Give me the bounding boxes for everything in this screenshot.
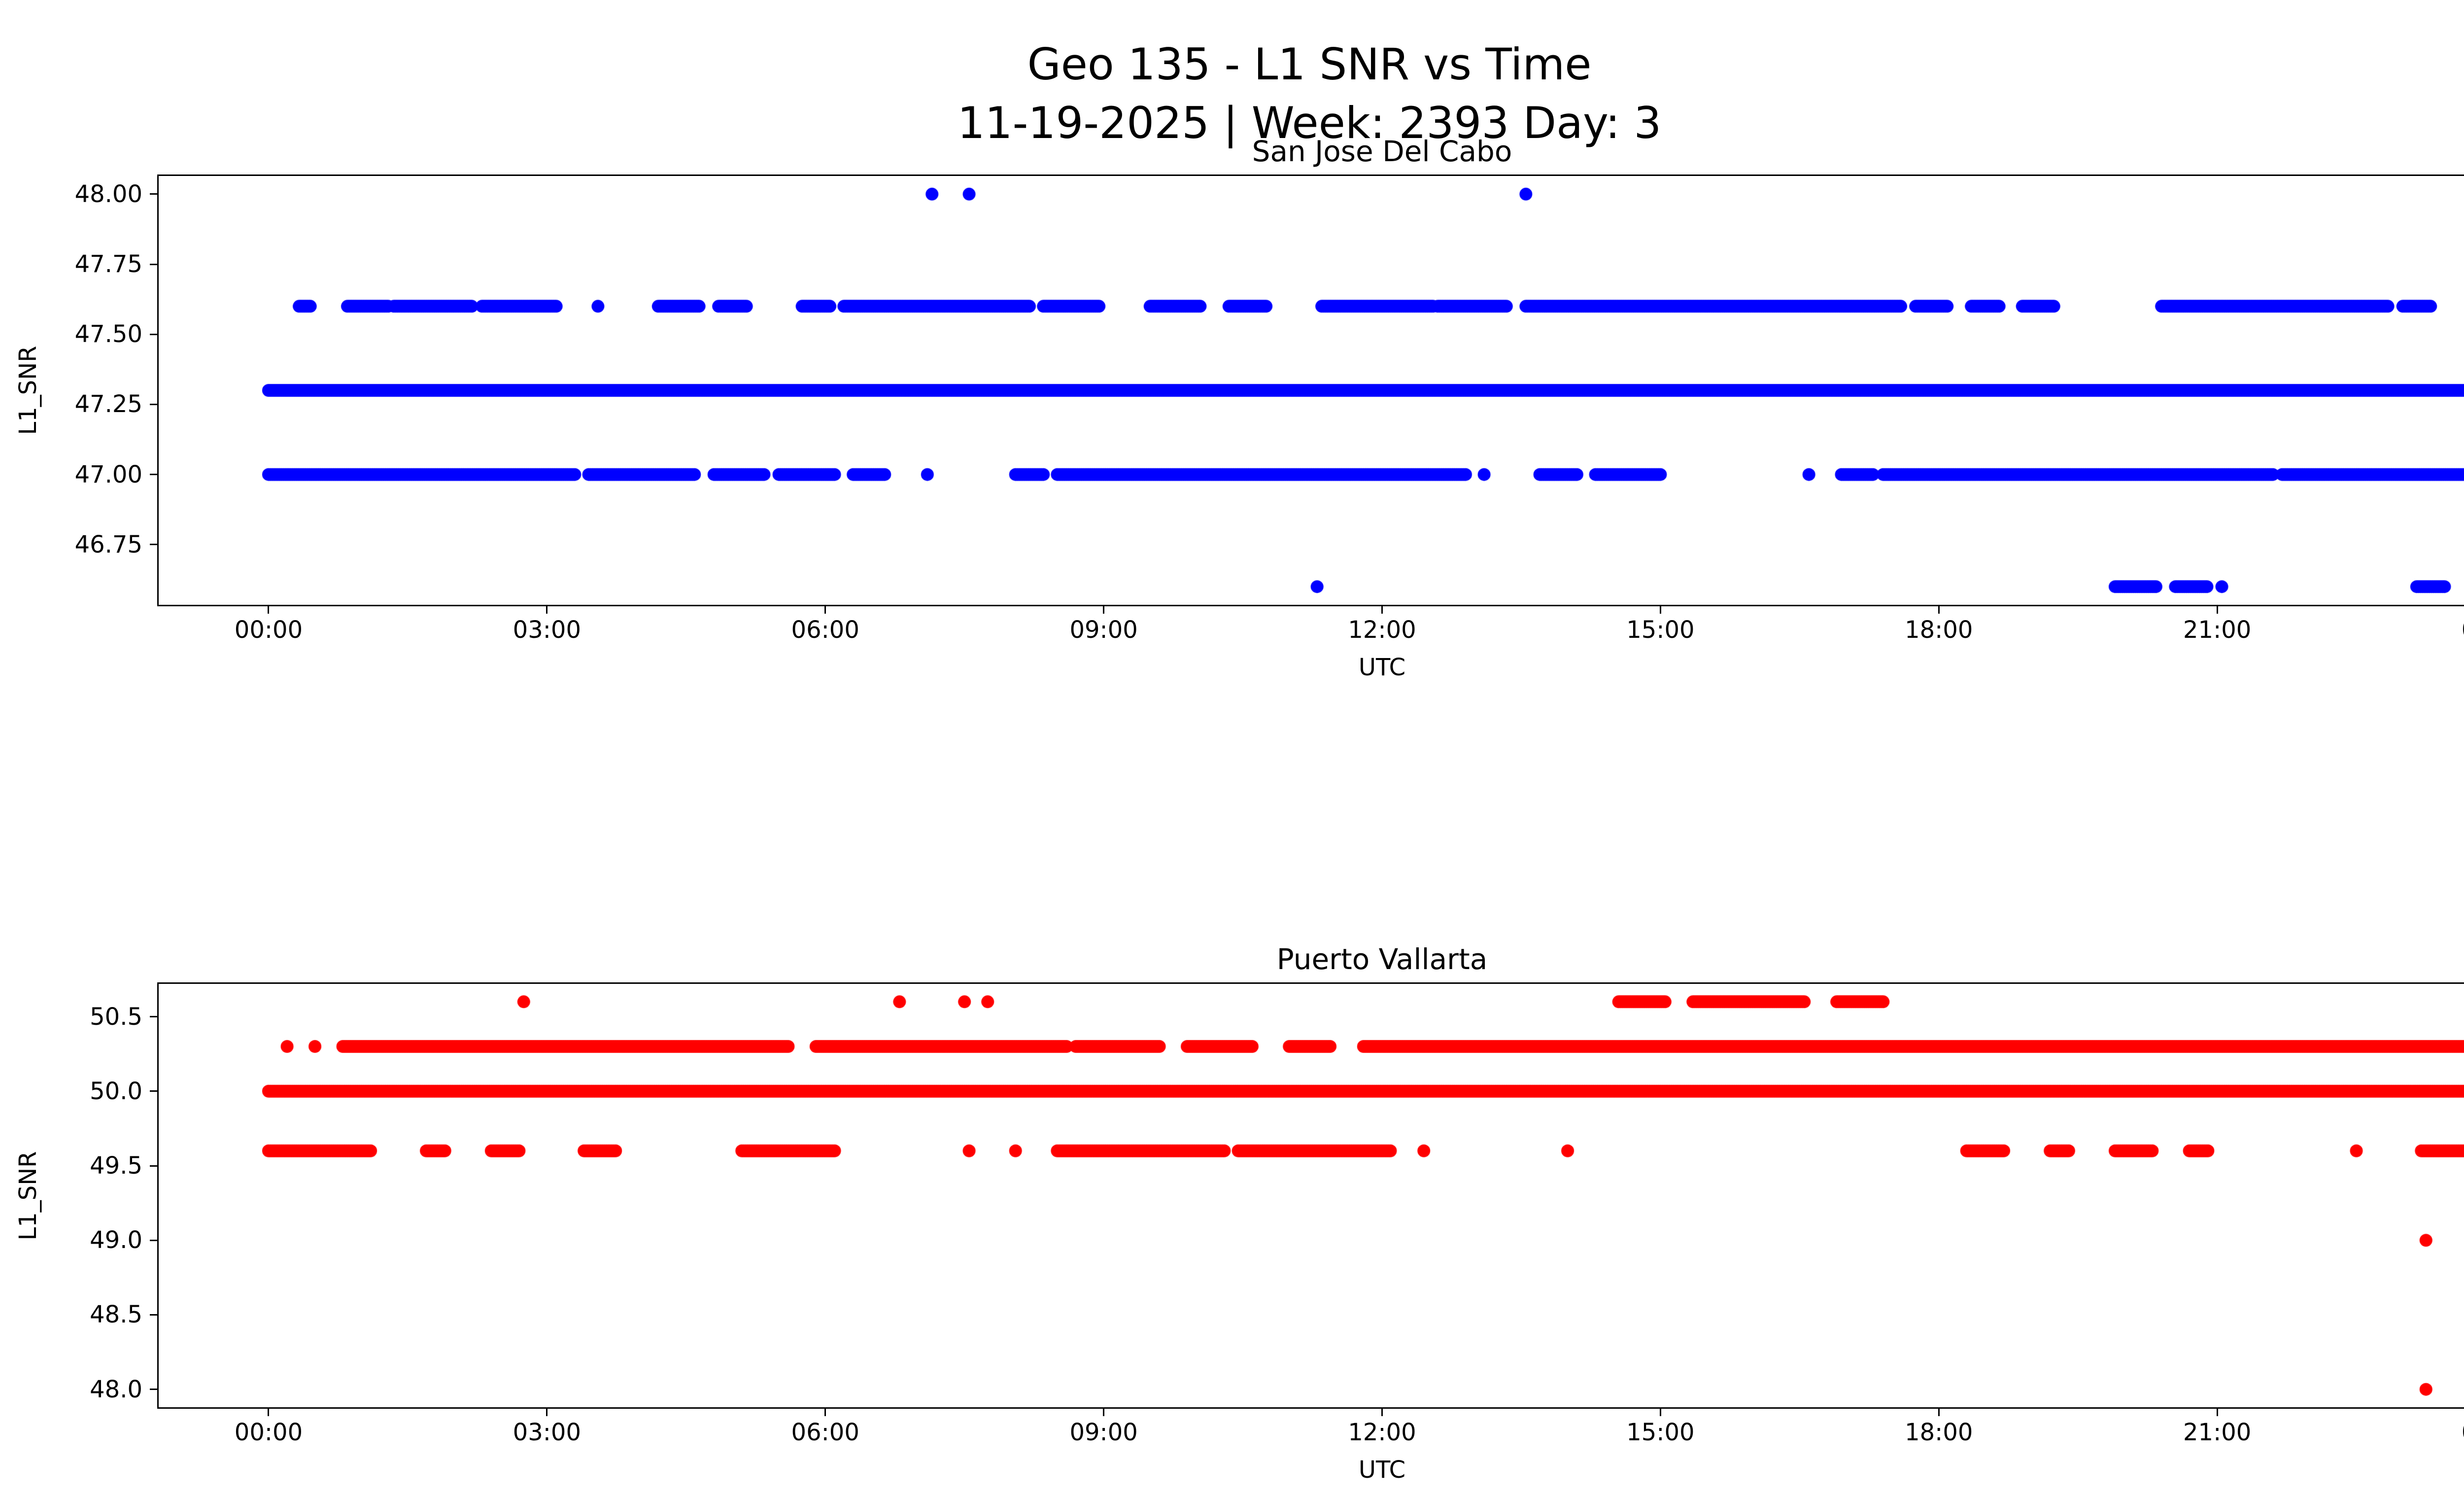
x-tick-mark [1381,606,1383,614]
y-tick-label: 47.75 [74,250,142,278]
x-tick-label: 21:00 [2183,616,2252,644]
figure-title-line1: Geo 135 - L1 SNR vs Time [1027,39,1592,90]
y-axis-label-puerto-vallarta: L1_SNR [14,1150,42,1241]
subplot-title-puerto-vallarta: Puerto Vallarta [1276,942,1488,976]
x-tick-label: 03:00 [513,616,581,644]
x-tick-label: 00:00 [234,616,303,644]
x-tick-label: 09:00 [1069,1419,1138,1446]
figure-title-line2: 11-19-2025 | Week: 2393 Day: 3 [957,97,1662,148]
x-tick-mark [546,606,548,614]
y-tick-mark [150,544,157,546]
y-tick-mark [150,1165,157,1167]
x-tick-label: 03:00 [513,1419,581,1446]
x-tick-label: 00:00 [2422,1421,2464,1444]
y-tick-mark [150,403,157,405]
x-tick-mark [1938,606,1940,614]
y-tick-label: 49.5 [90,1152,142,1180]
scatter-canvas-san-jose-del-cabo [157,174,2464,606]
x-tick-label: 21:00 [2183,1419,2252,1446]
x-tick-mark [2216,606,2218,614]
x-tick-mark [1659,606,1661,614]
y-tick-mark [150,474,157,476]
y-tick-mark [150,263,157,265]
x-tick-label: 06:00 [791,1419,859,1446]
y-tick-label: 50.5 [90,1003,142,1031]
x-tick-label: 15:00 [1626,616,1695,644]
y-tick-label: 48.5 [90,1301,142,1329]
x-tick-mark [824,1409,826,1416]
x-tick-label: 18:00 [1905,1419,1973,1446]
x-tick-mark [1103,1409,1105,1416]
y-tick-label: 47.50 [74,320,142,348]
y-tick-mark [150,1090,157,1092]
y-tick-label: 47.25 [74,390,142,418]
y-tick-mark [150,1314,157,1316]
x-tick-mark [268,1409,270,1416]
y-tick-label: 50.0 [90,1077,142,1105]
y-axis-label-san-jose-del-cabo: L1_SNR [14,346,42,435]
y-tick-label: 48.0 [90,1375,142,1403]
x-tick-label: 18:00 [1905,616,1973,644]
y-tick-label: 47.00 [74,460,142,488]
x-axis-label-puerto-vallarta: UTC [1358,1456,1406,1484]
y-tick-label: 49.0 [90,1226,142,1254]
subplot-title-san-jose-del-cabo: San Jose Del Cabo [1252,135,1512,168]
x-tick-label: 12:00 [1348,1419,1416,1446]
y-tick-mark [150,1389,157,1391]
x-tick-label: 00:00 [234,1419,303,1446]
x-tick-mark [546,1409,548,1416]
y-tick-mark [150,333,157,335]
x-tick-mark [2216,1409,2218,1416]
x-tick-label: 00:00 [2422,618,2464,642]
x-tick-mark [1103,606,1105,614]
x-tick-label: 09:00 [1069,616,1138,644]
x-axis-label-san-jose-del-cabo: UTC [1358,654,1406,681]
x-tick-mark [1381,1409,1383,1416]
x-tick-label: 12:00 [1348,616,1416,644]
y-tick-label: 46.75 [74,530,142,558]
y-tick-label: 48.00 [74,180,142,208]
x-tick-label: 06:00 [791,616,859,644]
x-tick-mark [268,606,270,614]
y-tick-mark [150,1239,157,1241]
x-tick-mark [824,606,826,614]
x-tick-mark [1938,1409,1940,1416]
scatter-canvas-puerto-vallarta [157,982,2464,1409]
y-tick-mark [150,1016,157,1018]
x-tick-label: 15:00 [1626,1419,1695,1446]
y-tick-mark [150,193,157,195]
figure-title: Geo 135 - L1 SNR vs Time 11-19-2025 | We… [0,35,2464,153]
x-tick-mark [1659,1409,1661,1416]
